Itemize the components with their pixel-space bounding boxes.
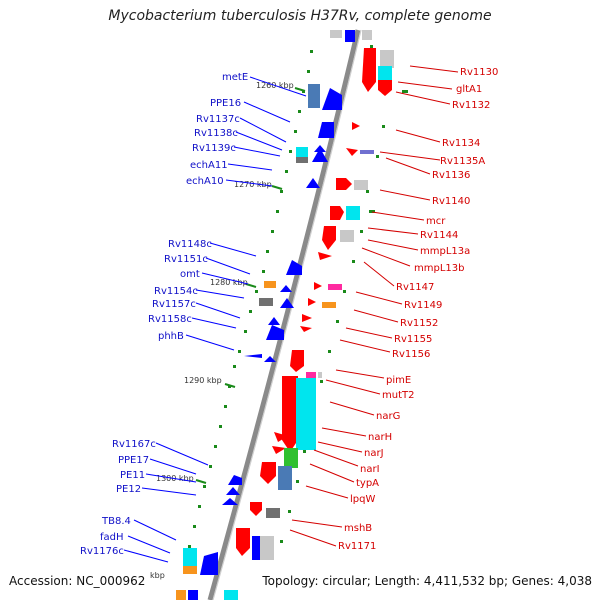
gene-label-phhB: phhB [158,331,184,342]
gene-label-echA11: echA11 [190,160,228,171]
scale-label-1280: 1280 kbp [210,278,248,287]
gene-label-Rv1130: Rv1130 [460,67,498,78]
scale-label-1290: 1290 kbp [184,376,222,385]
gene-label-metE: metE [222,72,248,83]
accession-text: Accession: NC_000962 [9,574,146,588]
right-gene-labels: Rv1130 gltA1 Rv1132 Rv1134 Rv1135A Rv113… [338,67,498,552]
gene-label-mmpL13b: mmpL13b [414,263,464,274]
gene-label-narG: narG [376,411,400,422]
gene-label-mshB: mshB [344,523,372,534]
gene-label-lpqW: lpqW [350,494,375,505]
gene-label-Rv1167c: Rv1167c [112,439,156,450]
gene-label-Rv1176c: Rv1176c [80,546,124,557]
scale-label-bottom: kbp [150,571,165,580]
gene-label-echA10: echA10 [186,176,224,187]
gene-label-Rv1151c: Rv1151c [164,254,208,265]
gene-label-Rv1158c: Rv1158c [148,314,192,325]
gene-label-Rv1144: Rv1144 [420,230,458,241]
gene-label-PE11: PE11 [120,470,145,481]
gene-label-Rv1171: Rv1171 [338,541,376,552]
map-title: Mycobacterium tuberculosis H37Rv, comple… [108,8,492,24]
forward-strand-features [224,30,394,600]
gene-label-narH: narH [368,432,392,443]
gene-label-Rv1155: Rv1155 [394,334,432,345]
gene-label-Rv1134: Rv1134 [442,138,480,149]
genome-summary-text: Topology: circular; Length: 4,411,532 bp… [262,574,592,588]
gene-label-Rv1148c: Rv1148c [168,239,212,250]
gene-label-PE12: PE12 [116,484,141,495]
scale-ticks [195,87,306,484]
gene-label-mcr: mcr [426,216,446,227]
gene-label-Rv1147: Rv1147 [396,282,434,293]
gene-label-Rv1154c: Rv1154c [154,286,198,297]
gene-label-Rv1135A: Rv1135A [440,156,485,167]
gene-label-gltA1: gltA1 [456,84,482,95]
gene-label-Rv1156: Rv1156 [392,349,430,360]
gene-label-Rv1152: Rv1152 [400,318,438,329]
gene-label-Rv1136: Rv1136 [432,170,470,181]
gene-label-Rv1157c: Rv1157c [152,299,196,310]
left-connectors [123,76,307,563]
gene-label-PPE16: PPE16 [210,98,241,109]
gene-label-omt: omt [180,269,200,280]
gene-label-fadH: fadH [100,532,124,543]
gene-label-narJ: narJ [364,448,384,459]
tick-marks [188,45,408,548]
gene-label-Rv1138c: Rv1138c [194,128,238,139]
gene-label-Rv1137c: Rv1137c [196,114,240,125]
gene-label-pimE: pimE [386,375,411,386]
gene-label-mutT2: mutT2 [382,390,414,401]
gene-label-typA: typA [356,478,379,489]
reverse-strand-features [176,30,355,600]
scale-label-1270: 1270 kbp [234,180,272,189]
gene-label-PPE17: PPE17 [118,455,149,466]
gene-label-TB8.4: TB8.4 [101,516,131,527]
gene-label-Rv1149: Rv1149 [404,300,442,311]
gene-label-narI: narI [360,464,380,475]
right-connectors [289,65,459,547]
left-gene-labels: metE PPE16 Rv1137c Rv1138c Rv1139c echA1… [80,72,248,557]
gene-label-Rv1132: Rv1132 [452,100,490,111]
gene-label-mmpL13a: mmpL13a [420,246,470,257]
gene-label-Rv1139c: Rv1139c [192,143,236,154]
gene-label-Rv1140: Rv1140 [432,196,470,207]
